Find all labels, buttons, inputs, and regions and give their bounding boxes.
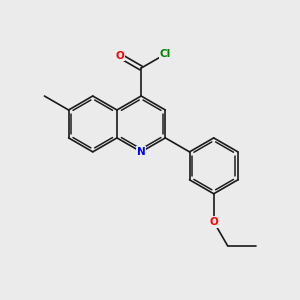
Text: N: N xyxy=(137,147,146,157)
Text: Cl: Cl xyxy=(160,49,171,59)
Text: O: O xyxy=(209,217,218,227)
Text: O: O xyxy=(115,50,124,61)
